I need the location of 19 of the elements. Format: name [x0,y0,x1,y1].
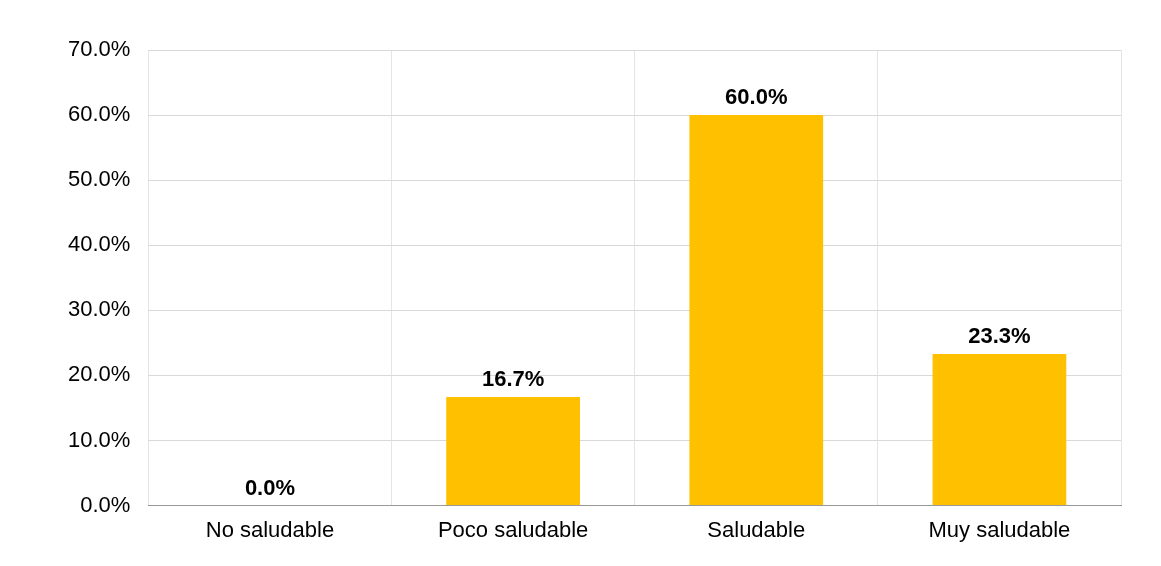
data-label: 16.7% [481,365,545,391]
x-tick-label: Poco saludable [437,516,589,542]
bar [689,115,824,506]
bar [932,353,1067,506]
x-tick-label: No saludable [205,516,335,542]
y-tick-label: 30.0% [67,296,131,322]
y-tick-label: 20.0% [67,361,131,387]
y-tick-label: 50.0% [67,166,131,192]
bar [446,396,580,506]
data-label: 23.3% [968,323,1031,349]
y-tick-label: 60.0% [67,101,131,127]
y-tick-label: 10.0% [67,426,131,452]
data-label: 60.0% [725,84,788,110]
y-tick-label: 0.0% [80,491,131,517]
y-tick-label: 40.0% [67,231,131,257]
x-tick-label: Muy saludable [928,516,1071,542]
x-tick-label: Saludable [707,516,806,542]
y-tick-label: 70.0% [67,36,131,62]
data-label: 0.0% [244,474,296,500]
